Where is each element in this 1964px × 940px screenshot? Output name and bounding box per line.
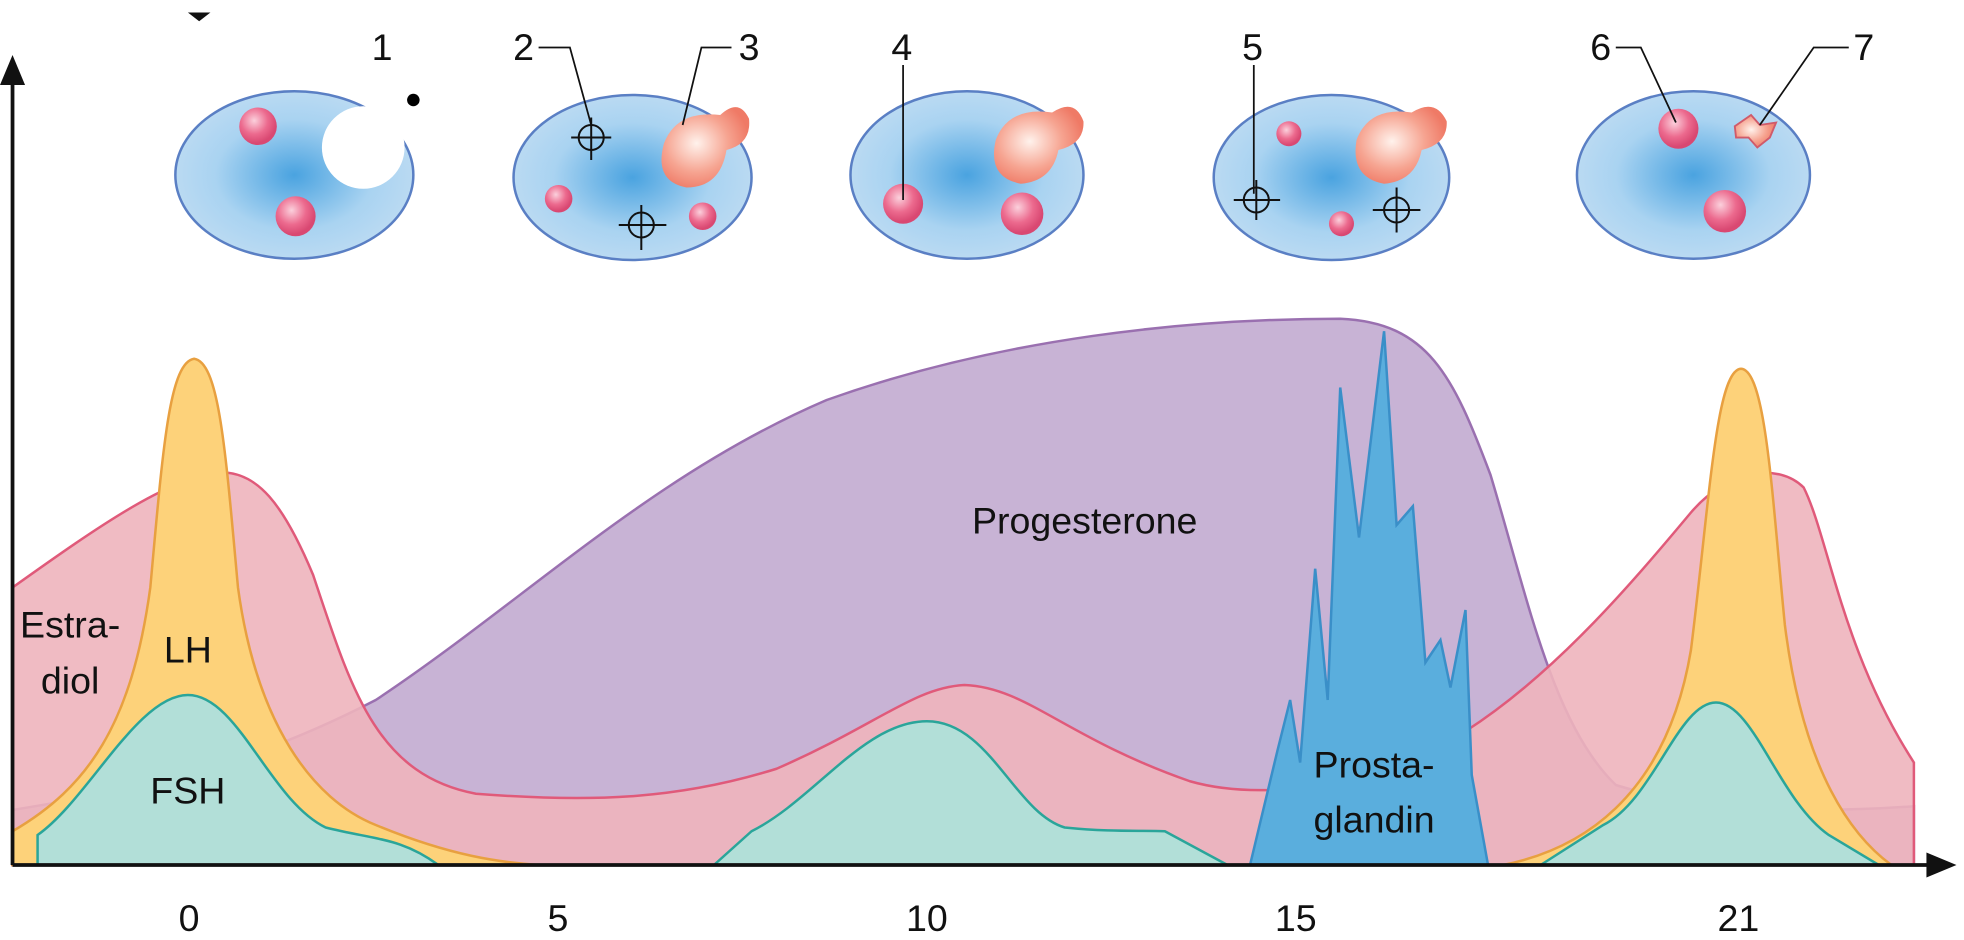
progesterone-label: Progesterone xyxy=(972,500,1197,542)
callouts: 1 2 3 4 5 6 7 xyxy=(372,26,1875,68)
callout-number: 2 xyxy=(513,26,534,68)
x-tick-label: 10 xyxy=(906,897,948,939)
callout-number: 4 xyxy=(891,26,912,68)
callout-number: 5 xyxy=(1242,26,1263,68)
x-tick-label: 21 xyxy=(1718,897,1760,939)
x-tick-label: 15 xyxy=(1275,897,1317,939)
prostaglandin-label: glandin xyxy=(1313,799,1434,841)
ovaries xyxy=(175,91,1810,260)
figure: Estra- diol LH FSH Progesterone Prosta- … xyxy=(0,0,1964,940)
x-ticks: 0 5 10 15 21 xyxy=(179,897,1760,939)
x-tick-label: 5 xyxy=(548,897,569,939)
x-tick-label: 0 xyxy=(179,897,200,939)
callout-number: 6 xyxy=(1590,26,1611,68)
page: Estra- diol LH FSH Progesterone Prosta- … xyxy=(0,0,1964,940)
callout-number: 3 xyxy=(739,26,760,68)
fsh-label: FSH xyxy=(150,770,225,812)
y-axis-arrow xyxy=(0,55,25,85)
callout-number: 7 xyxy=(1853,26,1874,68)
estradiol-label: diol xyxy=(41,660,99,702)
x-axis-arrow xyxy=(1926,853,1956,878)
lh-label: LH xyxy=(164,629,212,671)
callout-number: 1 xyxy=(372,26,393,68)
estradiol-label: Estra- xyxy=(20,604,120,646)
marker xyxy=(188,13,211,22)
ovulation-site xyxy=(322,106,405,189)
oocyte xyxy=(407,94,420,107)
prostaglandin-label: Prosta- xyxy=(1314,744,1435,786)
